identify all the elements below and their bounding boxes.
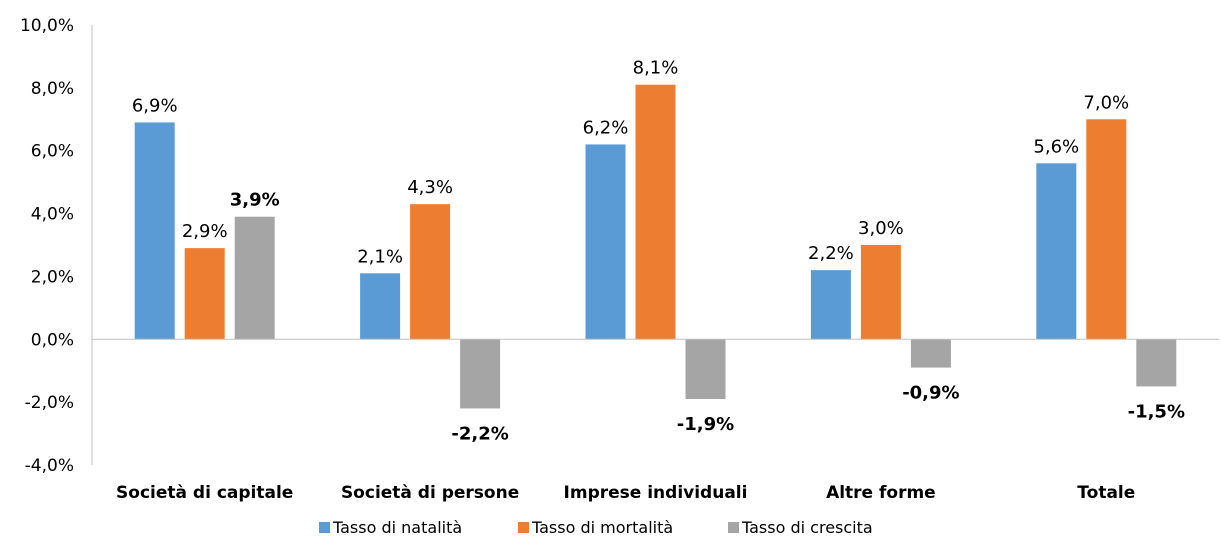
legend-label: Tasso di mortalità [531, 518, 673, 537]
y-tick-label: 4,0% [31, 205, 74, 225]
y-axis: -4,0% -2,0% 0,0% 2,0% 4,0% 6,0% 8,0% 10,0% [20, 16, 93, 476]
bar [685, 339, 726, 399]
bar [1036, 163, 1077, 340]
data-label: -1,5% [1128, 401, 1185, 422]
category-label: Altre forme [826, 483, 936, 503]
bar [810, 270, 851, 340]
data-label: 5,6% [1033, 136, 1079, 157]
bar [184, 248, 225, 340]
y-tick-label: 8,0% [31, 79, 74, 99]
bar [460, 339, 501, 409]
data-label: 3,9% [230, 190, 280, 211]
y-tick-label: 6,0% [31, 142, 74, 162]
legend-item: Tasso di natalità [319, 518, 462, 537]
data-labels: 6,9% 2,9%3,9% 2,1% 4,3% -2,2% 6,2% 8,1% -1,9% 2,… [132, 58, 1185, 445]
y-tick-label: 2,0% [31, 267, 74, 287]
bar [910, 339, 951, 368]
bar [585, 144, 626, 340]
data-label: 4,3% [407, 177, 453, 198]
legend-item: Tasso di mortalità [518, 518, 673, 537]
data-label: -1,9% [677, 414, 734, 435]
data-label: 2,1% [357, 246, 403, 267]
data-label: 7,0% [1083, 92, 1129, 113]
data-label: 8,1% [633, 58, 679, 79]
legend-swatch [518, 522, 529, 533]
bar [234, 216, 275, 340]
y-tick-label: 10,0% [20, 16, 74, 36]
y-tick-label: -4,0% [25, 456, 74, 476]
data-label: 3,0% [858, 218, 904, 239]
bar [134, 122, 175, 340]
data-label: -0,9% [902, 383, 959, 404]
data-label: 2,9% [182, 221, 228, 242]
legend-label: Tasso di crescita [741, 518, 873, 537]
legend-label: Tasso di natalità [332, 518, 462, 537]
bar [360, 273, 401, 340]
x-axis: Società di capitale Società di persone Imp… [92, 338, 1219, 503]
bar [1086, 119, 1127, 340]
bars [134, 84, 1177, 409]
y-tick-label: -2,0% [25, 393, 74, 413]
bar [635, 84, 676, 340]
data-label: 6,9% [132, 95, 178, 116]
data-label: -2,2% [451, 423, 508, 444]
category-label: Totale [1077, 483, 1135, 503]
data-label: 6,2% [583, 117, 629, 138]
legend-swatch [728, 522, 739, 533]
y-tick-label: 0,0% [31, 330, 74, 350]
category-label: Società di capitale [116, 483, 293, 503]
legend: Tasso di natalità Tasso di mortalità Tasso… [319, 518, 873, 537]
legend-item: Tasso di crescita [728, 518, 873, 537]
bar [860, 245, 901, 340]
legend-swatch [319, 522, 330, 533]
category-label: Imprese individuali [564, 483, 748, 503]
bar [410, 204, 451, 340]
category-label: Società di persone [341, 483, 519, 503]
bar [1136, 339, 1177, 387]
data-label: 2,2% [808, 243, 854, 264]
